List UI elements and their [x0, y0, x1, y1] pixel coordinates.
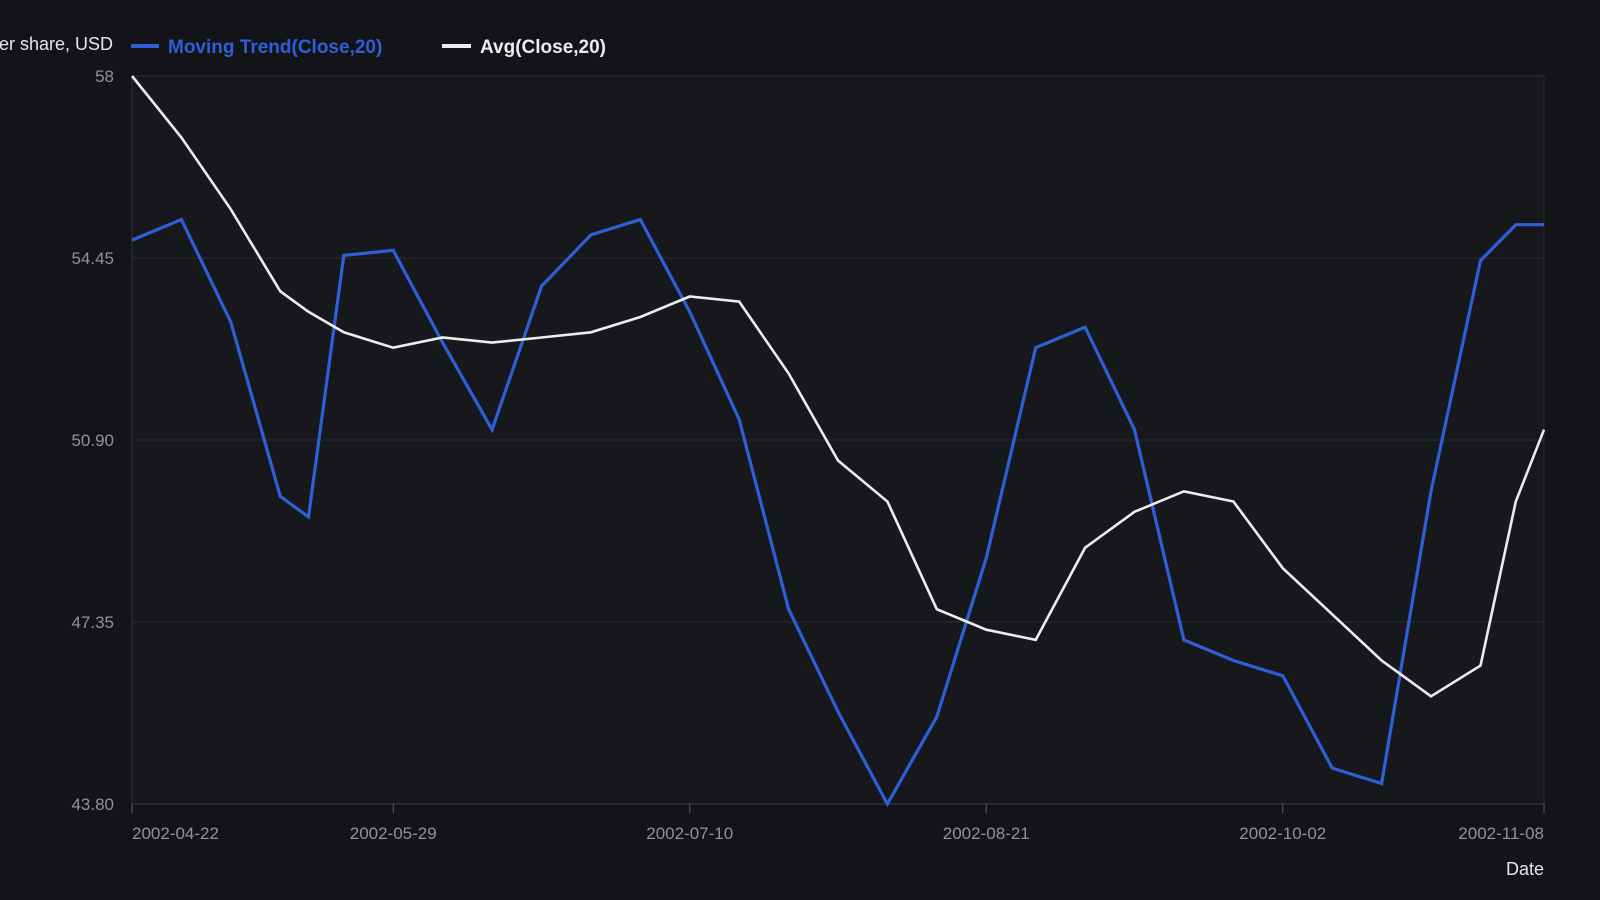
- y-axis-title: Price per share, USD: [0, 34, 113, 54]
- grid-lines: [131, 75, 1545, 805]
- x-axis-title: Date: [1506, 859, 1544, 879]
- x-tick-label: 2002-10-02: [1239, 824, 1326, 843]
- y-tick-label: 50.90: [71, 431, 114, 450]
- x-axis-ticks: 2002-04-22 2002-05-29 2002-07-10 2002-08-21…: [131, 804, 1545, 843]
- x-tick-label: 2002-11-08: [1458, 824, 1544, 843]
- x-tick-label: 2002-04-22: [132, 824, 219, 843]
- y-tick-label: 43.80: [71, 795, 114, 814]
- legend-label-avg: Avg(Close,20): [480, 37, 606, 58]
- legend-label-moving-trend: Moving Trend(Close,20): [168, 37, 382, 58]
- series-line-moving-trend[interactable]: [131, 217, 1544, 808]
- legend-item-avg[interactable]: Avg(Close,20): [442, 37, 606, 58]
- x-tick-label: 2002-08-21: [943, 824, 1030, 843]
- y-tick-label: 47.35: [71, 613, 114, 632]
- y-tick-label: 54.45: [71, 249, 114, 268]
- series-line-avg[interactable]: [130, 75, 1546, 698]
- series-lines: [130, 75, 1546, 808]
- y-tick-label: 58: [95, 67, 114, 86]
- legend-item-moving-trend[interactable]: Moving Trend(Close,20): [131, 37, 382, 58]
- x-tick-label: 2002-07-10: [646, 824, 733, 843]
- y-axis-ticks: 58 54.45 50.90 47.35 43.80: [71, 67, 114, 814]
- x-tick-label: 2002-05-29: [350, 824, 437, 843]
- legend: Moving Trend(Close,20) Avg(Close,20): [131, 37, 606, 58]
